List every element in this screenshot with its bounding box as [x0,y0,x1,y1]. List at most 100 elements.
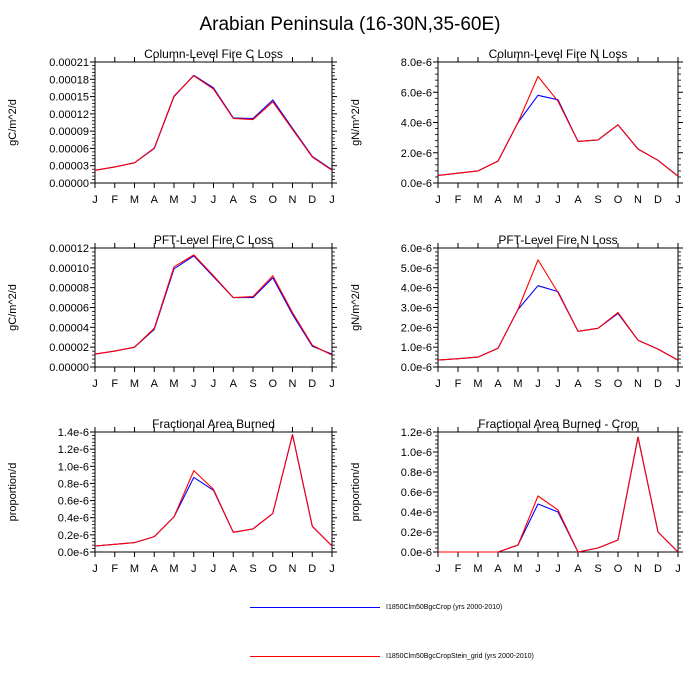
panel-5-xtick-label: J [329,563,335,575]
panel-4-xtick-label: J [435,378,441,390]
panel-5-ytick-label: 0.0e-6 [58,547,89,559]
panel-5-xtick-label: A [151,563,159,575]
panel-5-ytick-label: 0.6e-6 [58,496,89,508]
panel-2-xtick-label: J [435,194,441,206]
panel-4-series-stein-grid [437,259,679,361]
panel-1-xtick-label: O [268,194,277,206]
panel-2-xtick-label: M [473,194,482,206]
panel-2-xtick-label: A [494,194,502,206]
panel-3-xtick-label: O [268,378,277,390]
panel-3-xtick-label: J [92,378,98,390]
panel-1-xtick-label: A [230,194,238,206]
panel-4-xtick-label: J [535,378,541,390]
panel-5-ytick-label: 0.2e-6 [58,530,89,542]
panel-6-xtick-label: O [614,563,623,575]
panel-3-xtick-label: J [329,378,335,390]
panel-2-ytick-label: 2.0e-6 [401,148,432,160]
panel-5-xtick-label: F [111,563,118,575]
panel-6-xtick-label: F [455,563,462,575]
panel-2-xtick-label: F [455,194,462,206]
panel-1-xtick-label: J [329,194,335,206]
panel-3-series-stein-grid [94,254,333,356]
panel-2-xtick-label: M [513,194,522,206]
panel-2-series-crop [437,94,679,177]
panel-5-xtick-label: A [230,563,238,575]
panel-5-ytick-label: 0.4e-6 [58,513,89,525]
panel-1-xtick-label: M [169,194,178,206]
panel-3-ytick-label: 0.00000 [49,362,89,374]
panel-4-xtick-label: M [513,378,522,390]
panel-5-xtick-label: M [169,563,178,575]
panel-4-xtick-label: J [555,378,561,390]
panel-1-xtick-label: J [92,194,98,206]
panel-6-xtick-label: A [494,563,502,575]
panel-6-ytick-label: 0.0e-6 [401,547,432,559]
legend-swatch-red [250,656,380,657]
panel-1-xtick-label: J [191,194,197,206]
panel-2-xtick-label: J [675,194,681,206]
panel-1-ytick-label: 0.00021 [49,57,89,69]
panel-1-xtick-label: D [308,194,316,206]
panel-1-ytick-label: 0.00018 [49,74,89,86]
panel-4-xtick-label: A [494,378,502,390]
panel-4-title: PFT-Level Fire N Loss [498,233,617,247]
panel-4-xtick-label: S [594,378,601,390]
panel-6-series-stein-grid [438,436,679,553]
panel-2-title: Column-Level Fire N Loss [489,47,628,61]
panel-5-xtick-label: M [130,563,139,575]
panel-5-xtick-label: J [92,563,98,575]
panel-5-xtick-label: N [289,563,297,575]
panel-3-xtick-label: J [191,378,197,390]
panel-4-xtick-label: M [473,378,482,390]
panel-1-ytick-label: 0.00015 [49,92,89,104]
panel-2-series-stein-grid [437,75,679,177]
panel-1-ytick-label: 0.00000 [49,178,89,190]
panel-6-xtick-label: J [555,563,561,575]
panel-4-xtick-label: O [614,378,623,390]
panel-2-xtick-label: S [594,194,601,206]
panel-3-ytick-label: 0.00006 [49,303,89,315]
panel-4-ytick-label: 6.0e-6 [401,243,432,255]
panel-2-xtick-label: J [555,194,561,206]
panel-1-ytick-label: 0.00003 [49,161,89,173]
panel-6-ytick-label: 0.4e-6 [401,507,432,519]
panel-6-xtick-label: J [535,563,541,575]
panel-3-xtick-label: M [169,378,178,390]
panel-6-ytick-label: 1.0e-6 [401,447,432,459]
panel-2-ytick-label: 4.0e-6 [401,118,432,130]
panel-2-frame [437,61,679,184]
panel-6-xtick-label: N [634,563,642,575]
panel-3-ylabel: gC/m^2/d [7,284,19,331]
panel-1-xtick-label: M [130,194,139,206]
panel-2-ytick-label: 8.0e-6 [401,57,432,69]
panel-1-xtick-label: J [211,194,217,206]
panel-4-frame [437,247,679,368]
legend-swatch-blue [250,607,380,608]
panel-3-xtick-label: F [111,378,118,390]
panel-4-ytick-label: 0.0e-6 [401,362,432,374]
legend-label-stein-grid: I1850Clm50BgcCropStein_grid (yrs 2000-20… [386,653,534,660]
panel-6-xtick-label: D [654,563,662,575]
panel-3-xtick-label: A [151,378,159,390]
panel-1-ytick-label: 0.00006 [49,143,89,155]
panel-4-xtick-label: F [455,378,462,390]
panel-4-series-crop [437,285,679,361]
panel-6-xtick-label: J [675,563,681,575]
panel-5-frame [94,431,333,553]
panel-2-xtick-label: O [614,194,623,206]
panel-3-xtick-label: J [211,378,217,390]
panel-3-series-crop [94,255,333,355]
panel-6-xtick-label: M [473,563,482,575]
panel-4-ytick-label: 5.0e-6 [401,263,432,275]
panel-4-ylabel: gN/m^2/d [350,284,362,331]
panel-6-frame [437,431,679,553]
panel-1-title: Column-Level Fire C Loss [144,47,283,61]
panel-1-xtick-label: A [151,194,159,206]
panel-5-series-stein-grid [94,434,333,547]
panel-2-xtick-label: J [535,194,541,206]
panel-4-ytick-label: 3.0e-6 [401,303,432,315]
panel-1-frame [94,61,333,184]
panel-3-xtick-label: M [130,378,139,390]
panel-5-xtick-label: D [308,563,316,575]
